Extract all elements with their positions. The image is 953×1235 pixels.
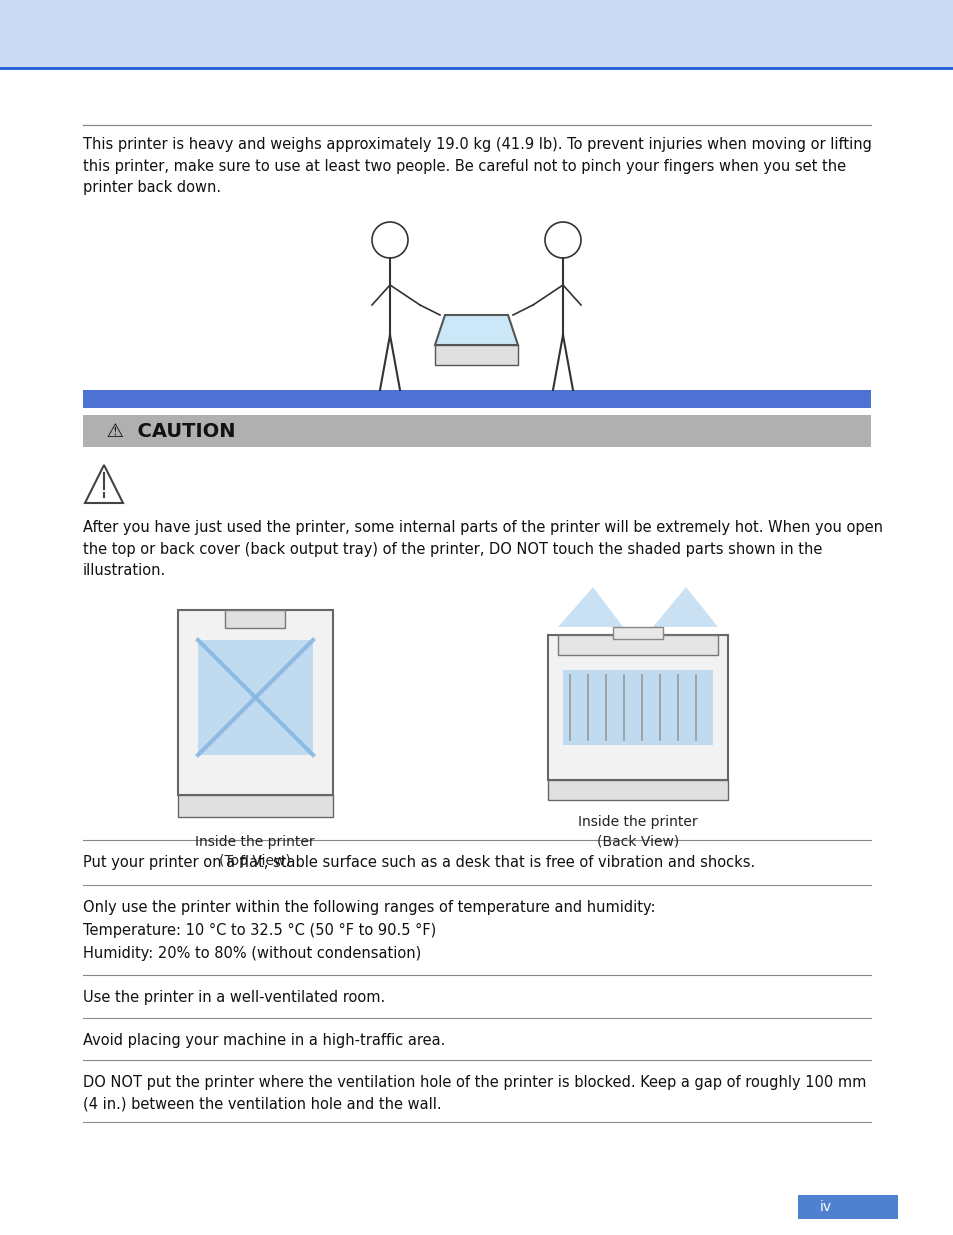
Text: Humidity: 20% to 80% (without condensation): Humidity: 20% to 80% (without condensati… (83, 946, 421, 961)
Polygon shape (85, 466, 123, 503)
Text: Inside the printer
(Back View): Inside the printer (Back View) (578, 815, 697, 848)
Bar (198, 640, 313, 755)
Bar (797, 1195, 897, 1219)
Bar (83, 390, 870, 408)
Bar (225, 610, 285, 629)
Text: Temperature: 10 °C to 32.5 °C (50 °F to 90.5 °F): Temperature: 10 °C to 32.5 °C (50 °F to … (83, 923, 436, 939)
Polygon shape (558, 587, 622, 627)
Bar (558, 635, 718, 655)
Bar (547, 781, 727, 800)
Text: Put your printer on a flat, stable surface such as a desk that is free of vibrat: Put your printer on a flat, stable surfa… (83, 855, 755, 869)
Text: iv: iv (820, 1200, 831, 1214)
Text: After you have just used the printer, some internal parts of the printer will be: After you have just used the printer, so… (83, 520, 882, 578)
Circle shape (372, 222, 408, 258)
Bar (613, 627, 662, 638)
Circle shape (544, 222, 580, 258)
Text: Use the printer in a well-ventilated room.: Use the printer in a well-ventilated roo… (83, 990, 385, 1005)
Bar (562, 671, 712, 745)
Polygon shape (652, 587, 718, 627)
Text: DO NOT put the printer where the ventilation hole of the printer is blocked. Kee: DO NOT put the printer where the ventila… (83, 1074, 865, 1112)
Text: Only use the printer within the following ranges of temperature and humidity:: Only use the printer within the followin… (83, 900, 655, 915)
Bar (0, 0, 953, 68)
Bar (547, 635, 727, 781)
Text: Inside the printer
(Top View): Inside the printer (Top View) (195, 835, 314, 868)
Bar (178, 610, 333, 795)
Bar (178, 795, 333, 818)
Bar (83, 415, 870, 447)
Text: Avoid placing your machine in a high-traffic area.: Avoid placing your machine in a high-tra… (83, 1032, 445, 1049)
Text: ⚠  CAUTION: ⚠ CAUTION (92, 421, 235, 441)
Polygon shape (435, 315, 517, 345)
Bar (435, 345, 517, 366)
Text: This printer is heavy and weighs approximately 19.0 kg (41.9 lb). To prevent inj: This printer is heavy and weighs approxi… (83, 137, 871, 195)
